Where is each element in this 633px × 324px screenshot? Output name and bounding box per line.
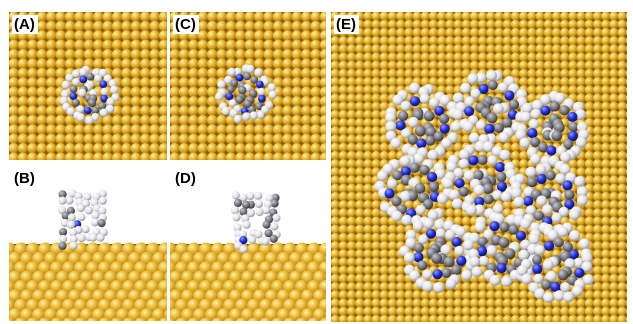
- molecule-cage: [510, 160, 588, 235]
- molecule-cage-side: [57, 189, 108, 250]
- panel-d: (D): [170, 166, 326, 321]
- panel-b: (B): [9, 166, 167, 321]
- gold-surface-lattice: [9, 12, 167, 160]
- panel-b-label: (B): [12, 169, 38, 188]
- gold-surface-slab: [170, 242, 326, 321]
- panel-e-label: (E): [334, 15, 359, 34]
- panel-c-label: (C): [173, 15, 199, 34]
- molecule-cage: [442, 141, 521, 219]
- molecule-cage-side: [230, 191, 281, 254]
- molecule-cage: [385, 82, 462, 161]
- panel-e-image: [331, 12, 627, 322]
- molecule-cage: [515, 90, 589, 167]
- gold-surface-slab: [9, 242, 167, 321]
- molecule-cage: [517, 226, 594, 303]
- panel-a-label: (A): [12, 15, 38, 34]
- panel-b-image: [9, 189, 167, 321]
- molecule-cage: [452, 70, 532, 145]
- panel-d-label: (D): [173, 169, 199, 188]
- panel-e: (E): [331, 12, 627, 322]
- panel-c: (C): [170, 12, 326, 160]
- panel-d-image: [170, 191, 326, 321]
- molecule-cage: [215, 64, 277, 124]
- molecule-cage: [59, 65, 120, 125]
- panel-c-image: [170, 12, 326, 160]
- panel-a-image: [9, 12, 167, 160]
- panel-a: (A): [9, 12, 167, 160]
